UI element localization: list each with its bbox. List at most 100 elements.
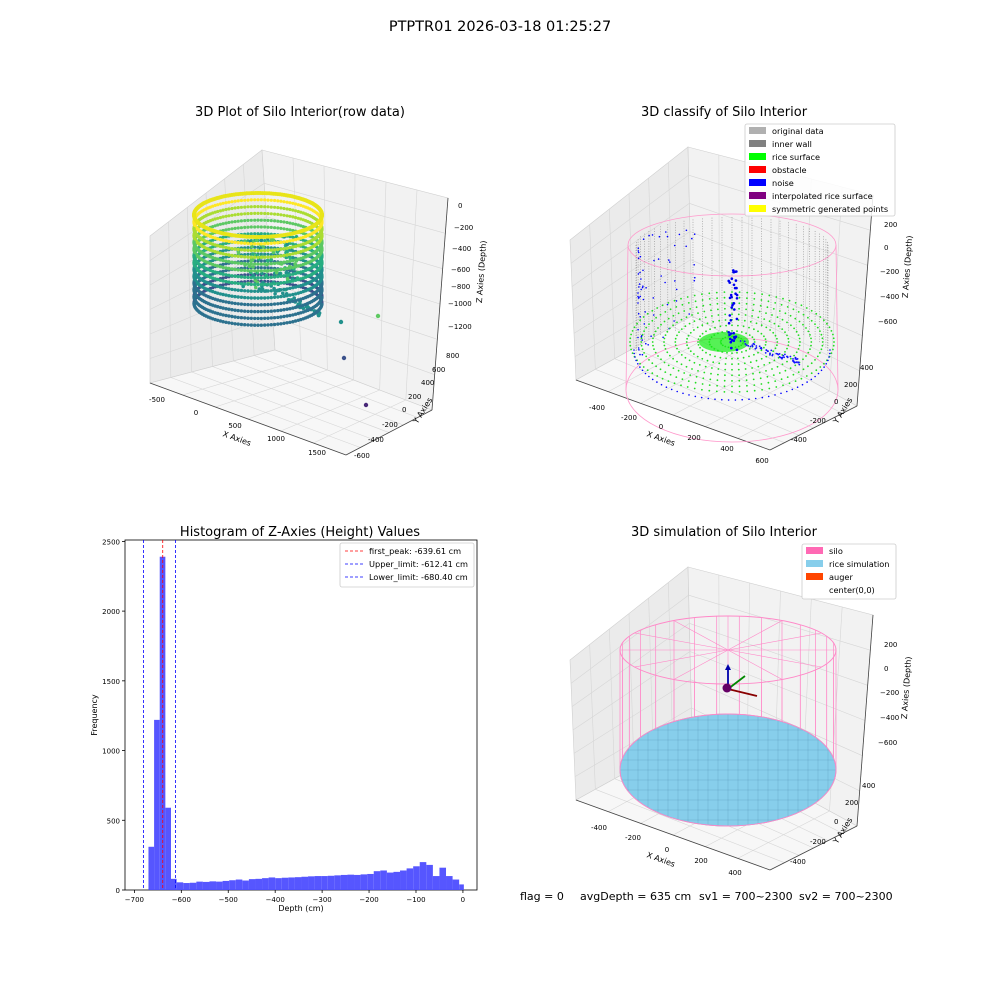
legend-label: rice simulation — [829, 559, 889, 569]
cloud-point — [230, 220, 234, 224]
histogram-bar — [255, 878, 263, 890]
legend-label: center(0,0) — [829, 585, 875, 595]
noise-point — [633, 352, 635, 355]
histogram-bar — [148, 846, 155, 890]
cloud-point — [227, 260, 231, 264]
cloud-point — [279, 315, 283, 319]
noise-point — [637, 250, 640, 252]
rice-surface-point — [659, 368, 662, 371]
rice-surface-point — [821, 344, 824, 347]
rice-surface-point — [765, 341, 767, 343]
cloud-point — [246, 302, 250, 307]
cloud-point — [276, 322, 280, 326]
rice-surface-point — [704, 316, 707, 319]
cloud-point — [239, 248, 244, 252]
rice-surface-point — [793, 327, 795, 330]
rice-surface-point — [655, 365, 657, 368]
rice-surface-point — [776, 341, 779, 343]
cloud-point — [263, 225, 267, 229]
rice-surface-point — [651, 341, 654, 343]
histogram-bar — [354, 874, 361, 890]
cloud-point — [227, 246, 231, 250]
cloud-point — [296, 250, 300, 255]
rice-surface-point — [680, 354, 683, 356]
cloud-point — [285, 280, 289, 284]
histogram-bar — [248, 879, 256, 890]
cloud-point — [296, 223, 300, 227]
rice-surface-point — [709, 378, 712, 381]
cloud-point — [246, 205, 250, 209]
cloud-point — [293, 305, 298, 310]
rice-surface-point — [786, 334, 788, 337]
cloud-point — [224, 275, 228, 279]
cloud-point — [256, 269, 260, 273]
cloud-point — [288, 239, 292, 243]
cloud-point — [221, 258, 225, 263]
rice-surface-point — [696, 326, 699, 329]
legend-label: Lower_limit: -680.40 cm — [369, 572, 468, 582]
cloud-point — [263, 309, 267, 314]
rice-surface-point — [772, 308, 775, 310]
rice-surface-point — [688, 359, 691, 362]
rice-surface-point — [778, 310, 781, 312]
cloud-point — [243, 323, 247, 327]
cloud-point — [291, 306, 295, 310]
cloud-point — [221, 208, 225, 212]
histogram-bar — [367, 873, 374, 890]
noise-point — [640, 278, 642, 280]
cloud-point — [256, 282, 260, 287]
cloud-point — [273, 219, 277, 223]
rice-surface-point — [784, 312, 787, 315]
cloud-point — [230, 287, 234, 292]
cloud-point — [263, 275, 267, 280]
cloud-point — [221, 313, 225, 317]
rice-surface-point — [680, 297, 682, 300]
rice-surface-point — [810, 309, 813, 312]
cloud-point — [213, 217, 217, 221]
rice-surface-point — [731, 385, 733, 388]
rice-surface-point — [832, 333, 834, 336]
rice-surface-point — [652, 344, 654, 347]
panel4-z-axis-line — [856, 614, 874, 827]
rice-surface-point — [758, 310, 761, 313]
rice-surface-point — [745, 373, 747, 376]
legend-swatch — [749, 153, 766, 160]
rice-surface-point — [724, 319, 727, 321]
cloud-point — [253, 289, 257, 293]
cloud-point — [224, 241, 228, 245]
noise-point — [637, 363, 639, 365]
rice-surface-point — [667, 317, 670, 320]
rice-surface-point — [731, 374, 733, 377]
rice-surface-point — [663, 344, 666, 347]
rice-surface-point — [816, 326, 819, 329]
cloud-point — [192, 226, 196, 231]
noise-point — [774, 394, 776, 396]
rice-surface-point — [667, 364, 670, 367]
cloud-point — [285, 200, 289, 204]
cloud-point — [218, 258, 223, 262]
obstacle-point — [734, 279, 738, 282]
cloud-point — [216, 223, 220, 227]
cloud-point — [236, 241, 240, 245]
cloud-point — [272, 302, 277, 306]
rice-surface-point — [653, 334, 655, 336]
cloud-point — [192, 301, 196, 305]
rice-surface-point — [764, 344, 767, 346]
noise-point — [760, 347, 763, 350]
cloud-point — [269, 323, 273, 327]
cloud-point — [259, 262, 263, 266]
cloud-point — [279, 281, 283, 285]
rice-surface-point — [683, 372, 686, 374]
cloud-point — [266, 309, 270, 314]
cloud-point — [256, 255, 260, 260]
cloud-point — [263, 303, 267, 307]
rice-surface-point — [717, 368, 720, 370]
noise-point — [641, 353, 644, 356]
rice-surface-point — [830, 352, 833, 354]
cloud-point — [221, 262, 225, 266]
rice-surface-point — [746, 291, 749, 294]
noise-point — [743, 340, 746, 343]
cloud-point — [256, 225, 260, 229]
noise-point — [786, 356, 789, 359]
rice-surface-point — [693, 387, 696, 390]
